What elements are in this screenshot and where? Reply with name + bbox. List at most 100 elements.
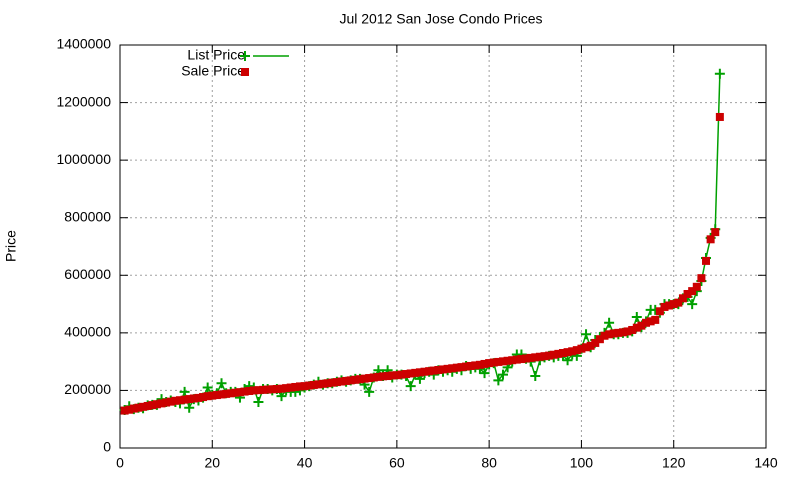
x-tick-label: 140 — [754, 455, 778, 471]
data-point — [189, 394, 198, 403]
data-point — [429, 366, 438, 375]
data-point — [480, 359, 489, 368]
data-point — [687, 299, 698, 310]
y-tick-label: 600000 — [64, 266, 111, 282]
data-point — [143, 401, 152, 410]
x-tick-label: 40 — [297, 455, 313, 471]
data-point — [609, 329, 618, 338]
data-point — [485, 359, 494, 368]
data-point — [660, 302, 669, 311]
data-point — [199, 393, 208, 402]
data-point — [545, 351, 554, 360]
x-tick-label: 120 — [662, 455, 686, 471]
data-point — [674, 298, 683, 307]
data-point — [346, 376, 355, 385]
data-point — [494, 357, 503, 366]
data-point — [175, 396, 184, 405]
data-point — [406, 369, 415, 378]
data-point — [235, 388, 244, 397]
y-tick-label: 1000000 — [56, 151, 111, 167]
data-point — [646, 317, 655, 326]
data-point — [180, 395, 189, 404]
data-point — [402, 370, 411, 379]
data-point — [364, 386, 375, 397]
data-point — [581, 329, 592, 340]
data-point — [669, 300, 678, 309]
data-point — [562, 355, 573, 366]
data-point — [305, 381, 314, 390]
data-point — [425, 367, 434, 376]
data-point — [134, 403, 143, 412]
data-point — [591, 338, 600, 347]
data-point — [498, 357, 507, 366]
data-point — [683, 289, 692, 298]
data-point — [614, 328, 623, 337]
data-point — [245, 387, 254, 396]
data-point — [203, 392, 212, 401]
data-point — [522, 354, 531, 363]
y-tick-label: 800000 — [64, 208, 111, 224]
data-point — [411, 368, 420, 377]
data-point — [388, 371, 397, 380]
data-point — [530, 371, 541, 382]
data-point — [291, 382, 300, 391]
data-point — [452, 363, 461, 372]
data-point — [628, 325, 637, 334]
data-point — [586, 341, 595, 350]
data-point — [497, 369, 508, 380]
data-point — [379, 372, 388, 381]
data-point — [277, 384, 286, 393]
data-point — [194, 393, 203, 402]
data-point — [157, 399, 166, 408]
data-point — [365, 374, 374, 383]
data-point — [323, 379, 332, 388]
x-tick-label: 0 — [116, 455, 124, 471]
data-point — [184, 402, 195, 413]
data-point — [600, 331, 609, 340]
data-point — [337, 377, 346, 386]
data-point — [162, 398, 171, 407]
data-point — [268, 385, 277, 394]
data-point — [240, 387, 249, 396]
data-point — [139, 402, 148, 411]
data-point — [604, 317, 615, 328]
data-point — [554, 349, 563, 358]
data-point — [535, 352, 544, 361]
data-point — [179, 386, 190, 397]
x-tick-label: 60 — [389, 455, 405, 471]
data-point — [563, 348, 572, 357]
data-point — [466, 361, 475, 370]
data-point — [263, 385, 272, 394]
data-point — [314, 380, 323, 389]
series-line — [124, 73, 721, 411]
data-point — [479, 368, 490, 379]
data-point — [582, 343, 591, 352]
data-point — [540, 352, 549, 361]
data-point — [462, 362, 471, 371]
data-point — [212, 391, 221, 400]
data-point — [448, 364, 457, 373]
data-point — [226, 389, 235, 398]
data-point — [355, 375, 364, 384]
data-point — [254, 386, 263, 395]
data-point — [508, 356, 517, 365]
data-point — [692, 282, 701, 291]
data-point — [475, 360, 484, 369]
legend-marker — [240, 51, 250, 61]
data-point — [595, 335, 604, 344]
data-point — [512, 355, 521, 364]
data-point — [605, 330, 614, 339]
data-point — [217, 390, 226, 399]
y-tick-label: 0 — [103, 439, 111, 455]
data-point — [632, 323, 641, 332]
data-point — [531, 353, 540, 362]
data-point — [208, 391, 217, 400]
data-point — [471, 361, 480, 370]
data-point — [222, 389, 231, 398]
data-point — [493, 375, 504, 386]
data-point — [655, 307, 664, 316]
y-tick-label: 1200000 — [56, 93, 111, 109]
chart-title: Jul 2012 San Jose Condo Prices — [339, 11, 542, 27]
data-point — [272, 384, 281, 393]
